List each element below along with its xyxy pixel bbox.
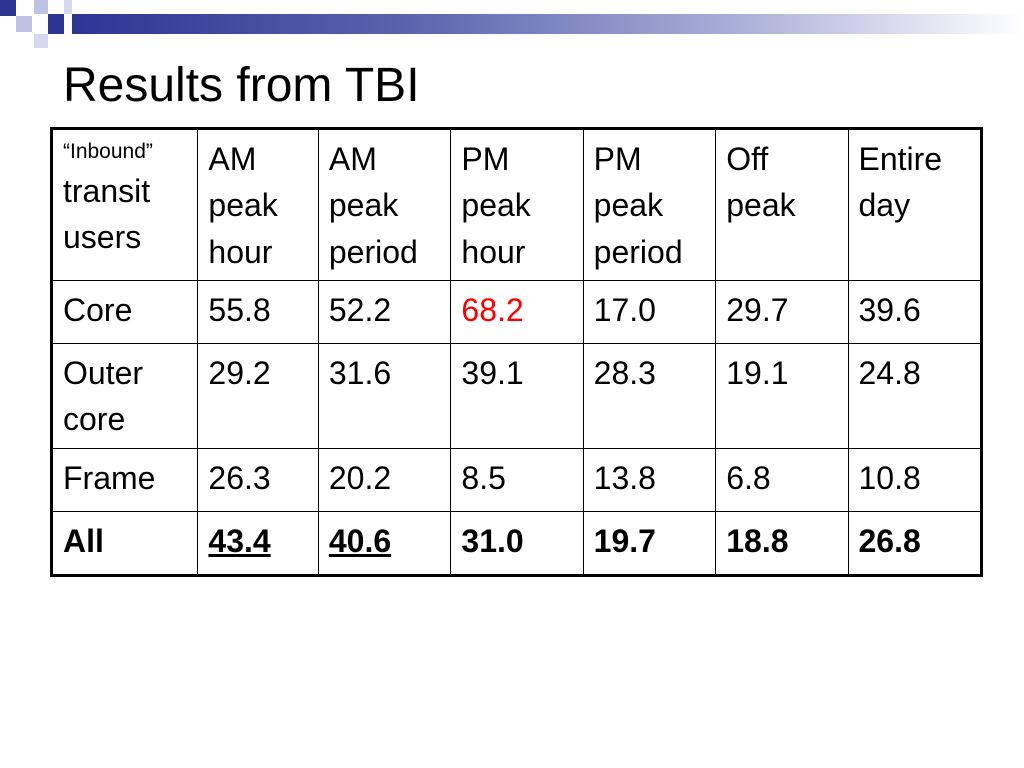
column-header: AM peak hour [197,128,319,281]
row-label: All [50,511,199,576]
table-cell: 39.6 [847,280,982,344]
table-cell: 26.8 [847,511,982,576]
table-cell: 13.8 [582,448,717,512]
row-label-text: Outer core [63,355,144,438]
decor-square [34,34,48,48]
table-cell: 28.3 [582,343,717,449]
table-cell: 29.2 [197,343,319,449]
table-cell: 20.2 [317,448,452,512]
table-cell: 19.7 [582,511,717,576]
column-header-label: AM peak hour [208,141,278,270]
table-cell: 52.2 [317,280,452,344]
row-label: Frame [50,448,199,512]
table-cell: 29.7 [715,280,849,344]
table-cell: 39.1 [450,343,584,449]
column-header-label: Entire day [858,141,943,224]
column-header-label: AM peak period [328,141,418,270]
slide-title: Results from TBI [63,59,420,112]
transit-users-label: transit users [63,172,151,255]
table-cell: 24.8 [847,343,982,449]
table-row: Outer core 29.2 31.6 39.1 28.3 19.1 24.8 [50,343,982,449]
column-header-label: Off peak [726,141,796,224]
table-cell: 31.6 [317,343,452,449]
table-row: Core 55.8 52.2 68.2 17.0 29.7 39.6 [50,280,982,344]
header-gradient-bar [72,14,1024,34]
decor-square [48,14,64,34]
table-header-row: “Inbound” transit users AM peak hour AM … [50,128,982,281]
column-header-label: PM peak hour [461,141,531,270]
table-row-total: All 43.4 40.6 31.0 19.7 18.8 26.8 [50,511,982,576]
column-header-label: PM peak period [593,141,683,270]
table-cell: 17.0 [582,280,717,344]
row-label: Core [50,280,199,344]
results-table: “Inbound” transit users AM peak hour AM … [50,127,983,577]
table-cell: 19.1 [715,343,849,449]
table-cell: 31.0 [450,511,584,576]
table-cell: 43.4 [197,511,319,576]
table-cell: 40.6 [317,511,452,576]
table-cell: 55.8 [197,280,319,344]
header-row-label: “Inbound” transit users [50,128,199,281]
table-cell-underlined: 43.4 [208,523,271,559]
column-header: Entire day [847,128,982,281]
table-cell: 18.8 [715,511,849,576]
table-cell: 6.8 [715,448,849,512]
table-cell-underlined: 40.6 [328,523,392,559]
column-header: PM peak hour [450,128,584,281]
column-header: AM peak period [317,128,452,281]
table-cell: 8.5 [450,448,584,512]
decor-square [16,16,32,32]
decor-square [64,0,72,14]
column-header: Off peak [715,128,849,281]
table-row: Frame 26.3 20.2 8.5 13.8 6.8 10.8 [50,448,982,512]
table-cell: 10.8 [847,448,982,512]
decor-square [0,0,16,16]
table-cell-highlighted: 68.2 [450,280,584,344]
table-cell: 26.3 [197,448,319,512]
row-label: Outer core [50,343,199,449]
column-header: PM peak period [582,128,717,281]
decor-square [34,0,48,14]
inbound-label: “Inbound” [63,140,153,163]
